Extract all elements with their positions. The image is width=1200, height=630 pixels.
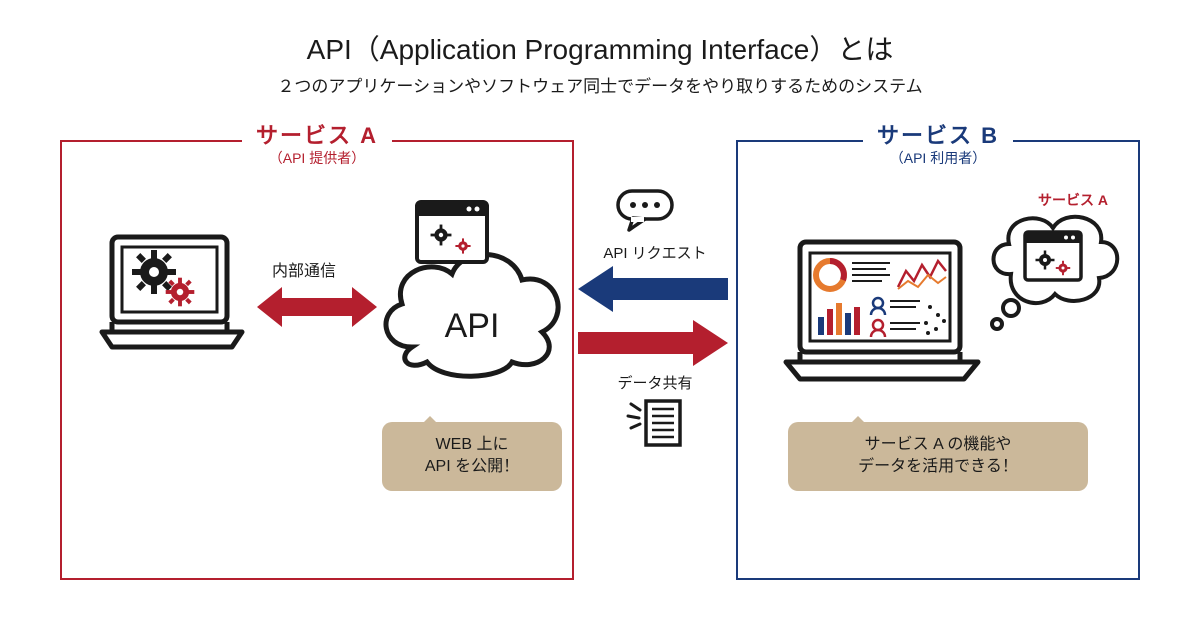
speech-ellipsis-icon xyxy=(615,188,675,233)
panel-service-b: サービス B （API 利用者） xyxy=(736,140,1140,580)
internal-comm-label: 内部通信 xyxy=(272,257,336,281)
laptop-gears-icon xyxy=(92,232,252,362)
page-title: API（Application Programming Interface）とは xyxy=(0,28,1200,68)
panel-b-bubble: サービス A の機能や データを活用できる！ xyxy=(788,422,1088,491)
double-arrow-icon xyxy=(257,282,377,332)
panel-a-label: サービス A （API 提供者） xyxy=(242,122,392,167)
arrow-left-icon xyxy=(578,264,728,314)
panel-a-name: サービス A xyxy=(256,122,378,150)
panel-b-bubble-line1: サービス A の機能や xyxy=(865,436,1012,453)
data-share-label: データ共有 xyxy=(585,372,725,393)
api-request-label: API リクエスト xyxy=(585,242,725,263)
api-cloud-text: API xyxy=(445,307,500,345)
api-cloud-icon: API xyxy=(372,202,572,382)
panel-a-bubble-line1: WEB 上に xyxy=(436,436,509,453)
panel-b-bubble-line2: データを活用できる！ xyxy=(858,458,1018,475)
panel-a-bubble: WEB 上に API を公開！ xyxy=(382,422,562,491)
arrow-right-icon xyxy=(578,318,728,368)
panel-a-role: （API 提供者） xyxy=(256,150,378,168)
panel-service-a: サービス A （API 提供者） xyxy=(60,140,574,580)
panel-b-name: サービス B xyxy=(877,122,999,150)
thought-bubble-icon xyxy=(983,204,1123,344)
panel-b-role: （API 利用者） xyxy=(877,150,999,168)
panel-b-label: サービス B （API 利用者） xyxy=(863,122,1013,167)
page-subtitle: ２つのアプリケーションやソフトウェア同士でデータをやり取りするためのシステム xyxy=(0,72,1200,97)
panel-a-bubble-line2: API を公開！ xyxy=(425,458,519,475)
dashboard-laptop-icon xyxy=(778,237,988,392)
document-icon xyxy=(628,398,683,458)
